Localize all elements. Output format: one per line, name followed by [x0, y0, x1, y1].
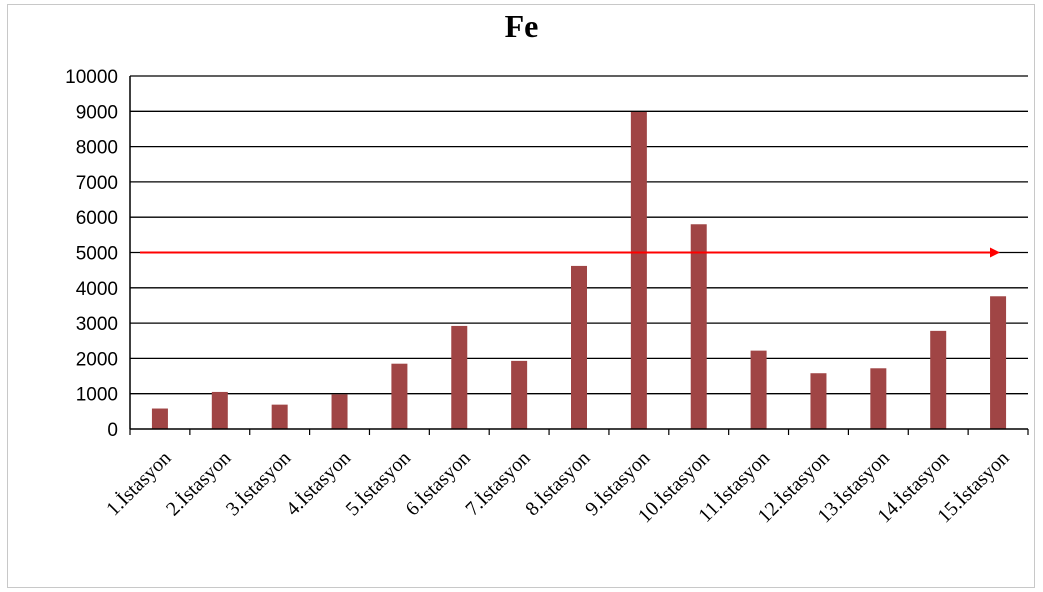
x-tick-label-4: 4.İstasyon	[281, 446, 355, 520]
bar-5	[391, 363, 408, 429]
y-tick-label-7000: 7000	[76, 173, 118, 194]
bar-2	[211, 391, 228, 429]
y-tick-label-9000: 9000	[76, 102, 118, 123]
x-tick-label-3: 3.İstasyon	[221, 446, 295, 520]
x-tick-label-6: 6.İstasyon	[401, 446, 475, 520]
bar-10	[690, 224, 707, 429]
y-tick-label-6000: 6000	[76, 208, 118, 229]
x-tick-label-8: 8.İstasyon	[521, 446, 595, 520]
x-tick-label-2: 2.İstasyon	[161, 446, 235, 520]
y-tick-label-0: 0	[107, 420, 118, 441]
chart-frame	[7, 4, 1035, 588]
bar-11	[750, 350, 767, 429]
bar-6	[451, 325, 468, 429]
bar-7	[511, 360, 528, 429]
y-tick-label-8000: 8000	[76, 138, 118, 159]
bar-1	[151, 408, 168, 429]
y-tick-label-2000: 2000	[76, 349, 118, 370]
x-tick-label-1: 1.İstasyon	[101, 446, 175, 520]
chart-title: Fe	[504, 8, 539, 44]
x-tick-labels: 1.İstasyon2.İstasyon3.İstasyon4.İstasyon…	[101, 446, 1013, 527]
bars	[151, 112, 1007, 430]
y-tick-label-5000: 5000	[76, 244, 118, 265]
bar-9	[630, 112, 647, 430]
y-tick-label-10000: 10000	[65, 67, 118, 88]
x-tick-label-5: 5.İstasyon	[341, 446, 415, 520]
bar-14	[930, 330, 947, 429]
bar-8	[571, 265, 587, 429]
bar-13	[870, 368, 887, 429]
y-tick-label-4000: 4000	[76, 279, 118, 300]
y-tick-label-3000: 3000	[76, 314, 118, 335]
bar-15	[990, 296, 1007, 429]
y-tick-labels: 0 1000 2000 3000 4000 5000 6000 7000 8000 9000 100…	[65, 67, 118, 441]
bar-12	[810, 373, 827, 429]
bar-3	[271, 404, 288, 429]
x-tick-label-7: 7.İstasyon	[461, 446, 535, 520]
y-tick-label-1000: 1000	[76, 385, 118, 406]
bar-4	[331, 394, 348, 429]
axes	[129, 76, 1029, 435]
